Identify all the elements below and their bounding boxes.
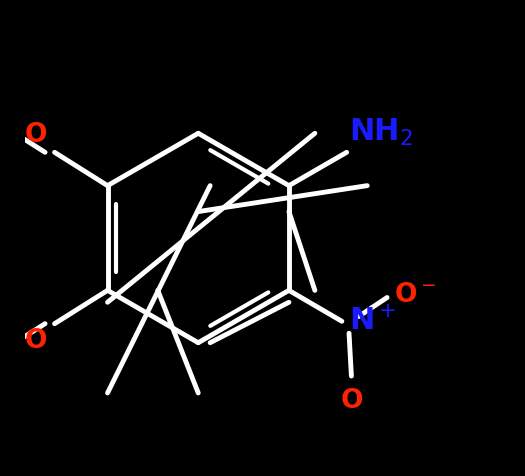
Text: O: O xyxy=(25,328,47,355)
Text: NH$_2$: NH$_2$ xyxy=(349,117,413,148)
Text: O: O xyxy=(25,121,47,148)
Text: N$^+$: N$^+$ xyxy=(349,307,396,336)
Text: O: O xyxy=(340,388,363,414)
Text: O$^-$: O$^-$ xyxy=(394,282,436,308)
